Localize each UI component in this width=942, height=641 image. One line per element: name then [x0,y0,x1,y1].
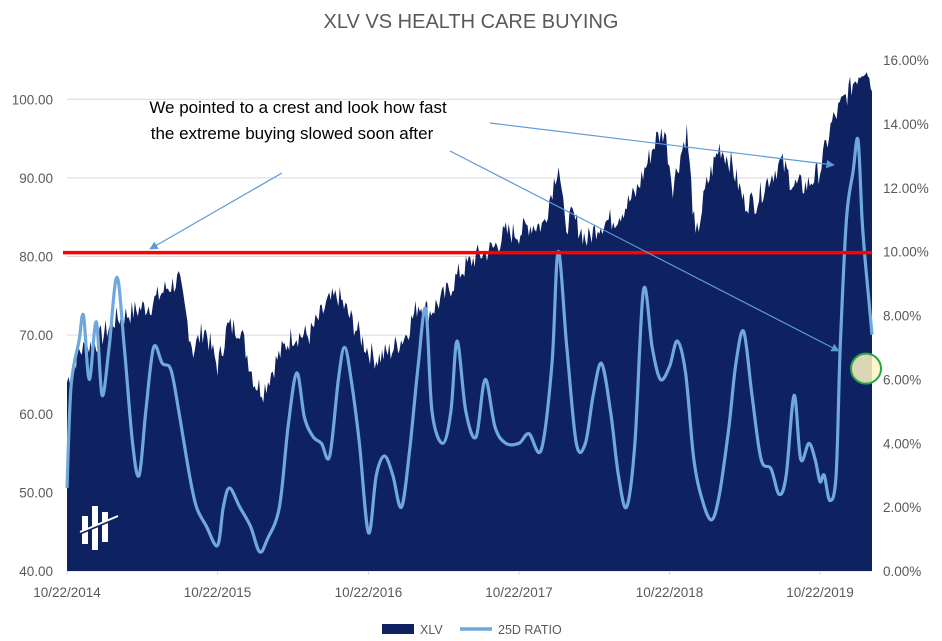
annotation-line-2: the extreme buying slowed soon after [151,124,434,143]
annotation-line-1: We pointed to a crest and look how fast [149,98,447,117]
x-tick-label: 10/22/2019 [786,585,854,600]
x-tick-label: 10/22/2014 [33,585,101,600]
legend-swatch-xlv [382,624,414,634]
right-tick-label: 4.00% [883,436,921,451]
annotation-arrow-to-recent-ratio [449,150,840,352]
left-tick-label: 40.00 [19,564,53,579]
right-tick-label: 14.00% [883,117,929,132]
right-tick-label: 6.00% [883,372,921,387]
left-tick-label: 60.00 [19,407,53,422]
left-tick-label: 100.00 [12,92,53,107]
xlv-area-series [67,72,872,572]
annotation: We pointed to a crest and look how fast … [149,98,840,352]
right-tick-label: 2.00% [883,500,921,515]
legend-label-xlv: XLV [420,623,443,637]
x-tick-label: 10/22/2015 [184,585,252,600]
x-tick-label: 10/22/2017 [485,585,553,600]
right-tick-label: 10.00% [883,245,929,260]
left-tick-label: 50.00 [19,485,53,500]
ratio-line-series [65,136,874,554]
left-axis-ticks: 40.00 50.00 60.00 70.00 80.00 90.00 100.00 [12,92,53,579]
right-axis-ticks: 0.00% 2.00% 4.00% 6.00% 8.00% 10.00% 12.00% 14.… [883,53,929,579]
left-tick-label: 90.00 [19,171,53,186]
annotation-arrow-to-crest-line [149,172,283,250]
right-tick-label: 16.00% [883,53,929,68]
chart-title: XLV VS HEALTH CARE BUYING [324,11,619,33]
highlight-circle [850,352,882,385]
right-tick-label: 8.00% [883,309,921,324]
left-tick-label: 70.00 [19,328,53,343]
legend: XLV 25D RATIO [382,623,562,637]
right-tick-label: 0.00% [883,564,921,579]
ratio-line [65,136,874,554]
x-axis-ticks: 10/22/2014 10/22/2015 10/22/2016 10/22/2017… [33,571,854,600]
annotation-arrow-to-recent-xlv [489,122,835,169]
x-tick-label: 10/22/2016 [335,585,403,600]
x-tick-label: 10/22/2018 [636,585,704,600]
legend-label-ratio: 25D RATIO [498,623,562,637]
left-tick-label: 80.00 [19,250,53,265]
xlv-area [67,72,872,572]
right-tick-label: 12.00% [883,181,929,196]
logo [77,506,119,550]
